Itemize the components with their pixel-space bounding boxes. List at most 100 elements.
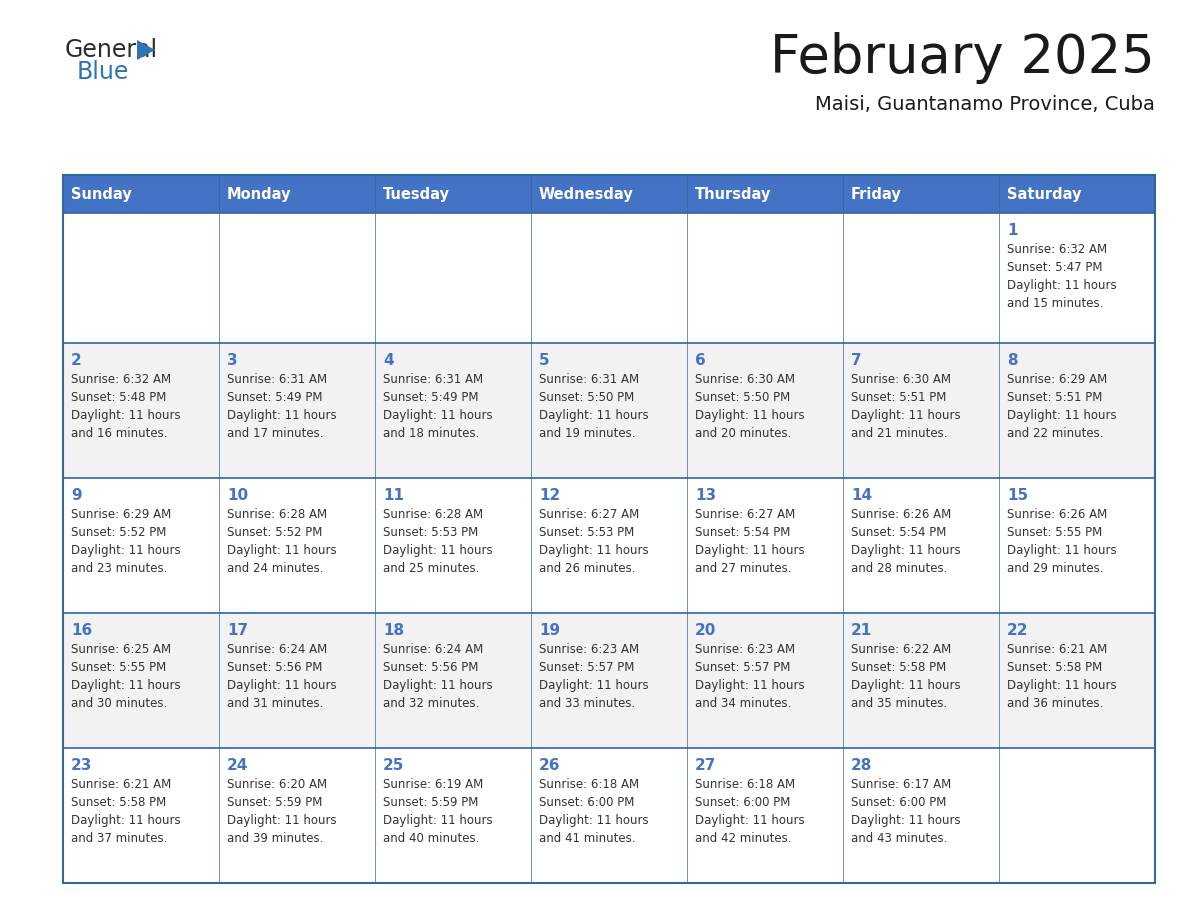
Text: 19: 19 [539, 623, 560, 638]
Text: 20: 20 [695, 623, 716, 638]
Text: and 26 minutes.: and 26 minutes. [539, 562, 636, 575]
Text: Sunrise: 6:32 AM: Sunrise: 6:32 AM [1007, 243, 1107, 256]
Text: Blue: Blue [77, 60, 129, 84]
Text: and 36 minutes.: and 36 minutes. [1007, 697, 1104, 710]
Text: Daylight: 11 hours: Daylight: 11 hours [695, 814, 804, 827]
Text: Sunrise: 6:29 AM: Sunrise: 6:29 AM [1007, 373, 1107, 386]
Text: 9: 9 [71, 488, 82, 503]
Text: Friday: Friday [851, 186, 902, 201]
Bar [999, 175, 1155, 213]
Text: 15: 15 [1007, 488, 1028, 503]
Text: and 32 minutes.: and 32 minutes. [383, 697, 480, 710]
Text: and 22 minutes.: and 22 minutes. [1007, 427, 1104, 440]
Text: 27: 27 [695, 758, 716, 773]
Text: 13: 13 [695, 488, 716, 503]
Text: 12: 12 [539, 488, 561, 503]
Text: Sunset: 5:50 PM: Sunset: 5:50 PM [539, 391, 634, 404]
Text: Sunrise: 6:32 AM: Sunrise: 6:32 AM [71, 373, 171, 386]
Text: Sunset: 5:57 PM: Sunset: 5:57 PM [695, 661, 790, 674]
Text: 28: 28 [851, 758, 872, 773]
Text: and 17 minutes.: and 17 minutes. [227, 427, 323, 440]
Text: 3: 3 [227, 353, 238, 368]
Text: Sunset: 5:51 PM: Sunset: 5:51 PM [1007, 391, 1102, 404]
Text: and 31 minutes.: and 31 minutes. [227, 697, 323, 710]
Bar [63, 343, 1155, 478]
Text: Tuesday: Tuesday [383, 186, 450, 201]
Text: Sunrise: 6:18 AM: Sunrise: 6:18 AM [539, 778, 639, 791]
Text: Sunset: 5:48 PM: Sunset: 5:48 PM [71, 391, 166, 404]
Text: Sunset: 5:52 PM: Sunset: 5:52 PM [227, 526, 322, 539]
Text: Maisi, Guantanamo Province, Cuba: Maisi, Guantanamo Province, Cuba [815, 95, 1155, 115]
Text: and 24 minutes.: and 24 minutes. [227, 562, 323, 575]
Text: Sunset: 5:59 PM: Sunset: 5:59 PM [227, 796, 322, 809]
Text: Sunrise: 6:20 AM: Sunrise: 6:20 AM [227, 778, 327, 791]
Text: Sunrise: 6:18 AM: Sunrise: 6:18 AM [695, 778, 795, 791]
Text: Daylight: 11 hours: Daylight: 11 hours [383, 409, 493, 422]
Text: Sunset: 5:53 PM: Sunset: 5:53 PM [539, 526, 634, 539]
Text: Sunrise: 6:24 AM: Sunrise: 6:24 AM [227, 643, 327, 656]
Text: Daylight: 11 hours: Daylight: 11 hours [71, 679, 181, 692]
Bar [63, 478, 1155, 613]
Text: Daylight: 11 hours: Daylight: 11 hours [383, 814, 493, 827]
Text: Daylight: 11 hours: Daylight: 11 hours [1007, 679, 1117, 692]
Text: 11: 11 [383, 488, 404, 503]
Text: Thursday: Thursday [695, 186, 771, 201]
Text: and 35 minutes.: and 35 minutes. [851, 697, 947, 710]
Text: Sunset: 5:59 PM: Sunset: 5:59 PM [383, 796, 479, 809]
Text: 5: 5 [539, 353, 550, 368]
Text: 25: 25 [383, 758, 404, 773]
Text: Daylight: 11 hours: Daylight: 11 hours [383, 544, 493, 557]
Text: 17: 17 [227, 623, 248, 638]
Text: and 41 minutes.: and 41 minutes. [539, 832, 636, 845]
Text: and 30 minutes.: and 30 minutes. [71, 697, 168, 710]
Text: Sunset: 5:55 PM: Sunset: 5:55 PM [71, 661, 166, 674]
Text: and 20 minutes.: and 20 minutes. [695, 427, 791, 440]
Text: Sunset: 5:50 PM: Sunset: 5:50 PM [695, 391, 790, 404]
Text: Daylight: 11 hours: Daylight: 11 hours [71, 544, 181, 557]
Text: Sunrise: 6:31 AM: Sunrise: 6:31 AM [227, 373, 327, 386]
Text: Sunset: 5:47 PM: Sunset: 5:47 PM [1007, 261, 1102, 274]
Text: Daylight: 11 hours: Daylight: 11 hours [851, 814, 961, 827]
Text: Sunset: 5:56 PM: Sunset: 5:56 PM [227, 661, 322, 674]
Text: and 37 minutes.: and 37 minutes. [71, 832, 168, 845]
Text: Sunset: 5:57 PM: Sunset: 5:57 PM [539, 661, 634, 674]
Text: 23: 23 [71, 758, 93, 773]
Bar [843, 175, 999, 213]
Text: Sunset: 5:54 PM: Sunset: 5:54 PM [851, 526, 947, 539]
Text: 1: 1 [1007, 223, 1017, 238]
Text: Sunrise: 6:21 AM: Sunrise: 6:21 AM [1007, 643, 1107, 656]
Text: and 23 minutes.: and 23 minutes. [71, 562, 168, 575]
Text: and 18 minutes.: and 18 minutes. [383, 427, 480, 440]
Bar [63, 613, 1155, 748]
Text: Daylight: 11 hours: Daylight: 11 hours [539, 544, 649, 557]
Bar [63, 213, 1155, 343]
Text: Sunrise: 6:28 AM: Sunrise: 6:28 AM [227, 508, 327, 521]
Text: Daylight: 11 hours: Daylight: 11 hours [1007, 409, 1117, 422]
Text: Sunset: 5:52 PM: Sunset: 5:52 PM [71, 526, 166, 539]
Text: Saturday: Saturday [1007, 186, 1081, 201]
Text: Sunrise: 6:23 AM: Sunrise: 6:23 AM [695, 643, 795, 656]
Text: 2: 2 [71, 353, 82, 368]
Text: Daylight: 11 hours: Daylight: 11 hours [539, 409, 649, 422]
Text: Daylight: 11 hours: Daylight: 11 hours [695, 409, 804, 422]
Text: February 2025: February 2025 [770, 32, 1155, 84]
Bar [375, 175, 531, 213]
Text: and 42 minutes.: and 42 minutes. [695, 832, 791, 845]
Text: Daylight: 11 hours: Daylight: 11 hours [539, 679, 649, 692]
Text: Daylight: 11 hours: Daylight: 11 hours [851, 679, 961, 692]
Text: Sunset: 5:58 PM: Sunset: 5:58 PM [71, 796, 166, 809]
Text: Daylight: 11 hours: Daylight: 11 hours [695, 544, 804, 557]
Text: 22: 22 [1007, 623, 1029, 638]
Text: Sunset: 5:49 PM: Sunset: 5:49 PM [383, 391, 479, 404]
Text: Daylight: 11 hours: Daylight: 11 hours [695, 679, 804, 692]
Bar [531, 175, 687, 213]
Text: Sunset: 5:55 PM: Sunset: 5:55 PM [1007, 526, 1102, 539]
Text: Sunset: 5:58 PM: Sunset: 5:58 PM [1007, 661, 1102, 674]
Text: and 25 minutes.: and 25 minutes. [383, 562, 480, 575]
Text: Sunrise: 6:26 AM: Sunrise: 6:26 AM [851, 508, 952, 521]
Text: Daylight: 11 hours: Daylight: 11 hours [71, 409, 181, 422]
Text: Sunrise: 6:28 AM: Sunrise: 6:28 AM [383, 508, 484, 521]
Text: Sunrise: 6:31 AM: Sunrise: 6:31 AM [539, 373, 639, 386]
Text: Daylight: 11 hours: Daylight: 11 hours [851, 409, 961, 422]
Text: Monday: Monday [227, 186, 291, 201]
